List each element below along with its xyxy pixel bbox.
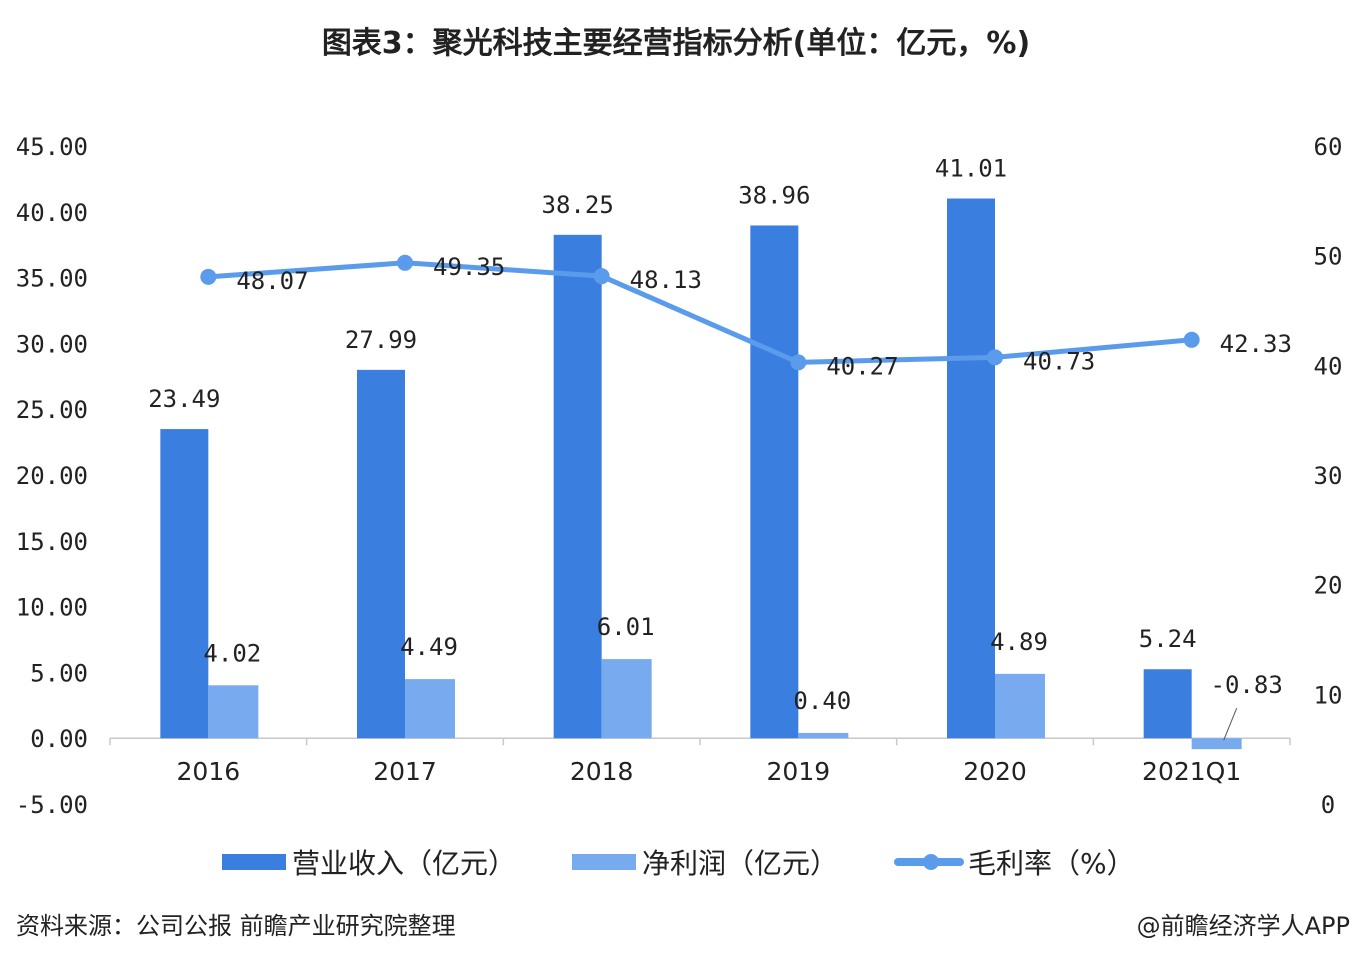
profit-data-label: 0.40 — [793, 687, 851, 715]
margin-line — [208, 260, 1192, 365]
left-axis-tick: 40.00 — [16, 199, 88, 227]
profit-data-label: -0.83 — [1211, 671, 1283, 699]
revenue-bar — [357, 369, 405, 739]
left-axis-tick: -5.00 — [16, 791, 88, 819]
x-axis-tick: 2018 — [570, 757, 634, 786]
right-axis-tick: 20 — [1314, 572, 1343, 600]
margin-point — [397, 254, 413, 271]
revenue-bar — [160, 429, 209, 739]
revenue-data-label: 38.96 — [738, 181, 810, 209]
profit-data-label: 4.02 — [203, 639, 261, 667]
profit-bar — [405, 679, 455, 739]
legend-swatch-profit — [572, 854, 637, 870]
margin-point — [593, 268, 610, 285]
legend-item-revenue: 营业收入（亿元） — [222, 842, 516, 882]
chart-plot: 45.00 40.00 35.00 30.00 25.00 20.00 15.00 10.00… — [16, 133, 1343, 819]
source-note: 资料来源：公司公报 前瞻产业研究院整理 — [16, 912, 456, 940]
legend-item-profit: 净利润（亿元） — [572, 842, 838, 882]
left-axis-tick: 15.00 — [16, 528, 88, 556]
legend-swatch-revenue — [222, 854, 286, 870]
revenue-bar — [750, 225, 799, 739]
x-axis-tick: 2019 — [767, 757, 831, 786]
left-axis-tick: 5.00 — [30, 659, 88, 687]
profit-bar — [798, 732, 849, 739]
revenue-data-label: 38.25 — [542, 191, 614, 219]
revenue-bar — [1143, 669, 1192, 739]
left-axis-tick: 35.00 — [16, 265, 88, 293]
x-axis-tick: 2017 — [373, 757, 437, 786]
legend-label-margin: 毛利率（%） — [968, 847, 1135, 880]
left-axis-tick: 20.00 — [16, 462, 88, 490]
profit-bar — [1191, 738, 1242, 750]
profit-bar — [208, 685, 259, 739]
margin-point — [1183, 331, 1200, 348]
left-axis-tick: 10.00 — [16, 594, 88, 622]
revenue-data-label: 41.01 — [935, 155, 1007, 183]
right-axis-tick: 40 — [1314, 352, 1343, 380]
revenue-data-label: 27.99 — [345, 326, 417, 354]
revenue-bar — [947, 198, 995, 739]
profit-data-label: 4.89 — [990, 628, 1048, 656]
profit-data-label: 6.01 — [597, 613, 655, 641]
chart-title: 图表3：聚光科技主要经营指标分析(单位：亿元，%) — [321, 26, 1031, 61]
margin-data-label: 48.13 — [630, 266, 702, 294]
profit-bar — [995, 673, 1045, 739]
right-axis-tick: 50 — [1314, 243, 1343, 271]
margin-data-label: 40.27 — [826, 352, 898, 380]
legend-swatch-margin — [894, 854, 965, 870]
legend-item-margin: 毛利率（%） — [894, 842, 1135, 882]
profit-bar — [601, 659, 652, 739]
right-axis-tick: 10 — [1314, 681, 1343, 709]
revenue-data-label: 23.49 — [148, 385, 220, 413]
margin-data-label: 42.33 — [1220, 330, 1292, 358]
x-axis-tick: 2021Q1 — [1142, 757, 1241, 786]
margin-point — [200, 268, 217, 285]
profit-data-label: 4.49 — [400, 633, 458, 661]
x-axis-tick: 2020 — [963, 757, 1027, 786]
right-axis-tick: 60 — [1314, 133, 1343, 161]
right-axis-tick: 0 — [1321, 791, 1335, 819]
margin-point — [987, 349, 1003, 366]
legend-label-revenue: 营业收入（亿元） — [292, 847, 517, 880]
revenue-bar — [553, 234, 602, 739]
margin-data-label: 48.07 — [236, 267, 308, 295]
margin-data-label: 40.73 — [1023, 347, 1095, 375]
right-axis-tick: 30 — [1314, 462, 1343, 490]
left-axis-tick: 45.00 — [16, 133, 88, 161]
legend-label-profit: 净利润（亿元） — [642, 847, 839, 880]
left-axis-tick: 25.00 — [16, 396, 88, 424]
x-axis-tick: 2016 — [177, 757, 241, 786]
revenue-data-label: 5.24 — [1139, 625, 1197, 653]
left-axis-tick: 0.00 — [30, 725, 88, 753]
margin-point — [790, 354, 807, 371]
margin-data-label: 49.35 — [433, 253, 505, 281]
left-axis-tick: 30.00 — [16, 330, 88, 358]
profit-label-leader — [1223, 708, 1238, 741]
legend: 营业收入（亿元） 净利润（亿元） 毛利率（%） — [222, 842, 1191, 882]
credit: @前瞻经济学人APP — [1136, 912, 1350, 940]
